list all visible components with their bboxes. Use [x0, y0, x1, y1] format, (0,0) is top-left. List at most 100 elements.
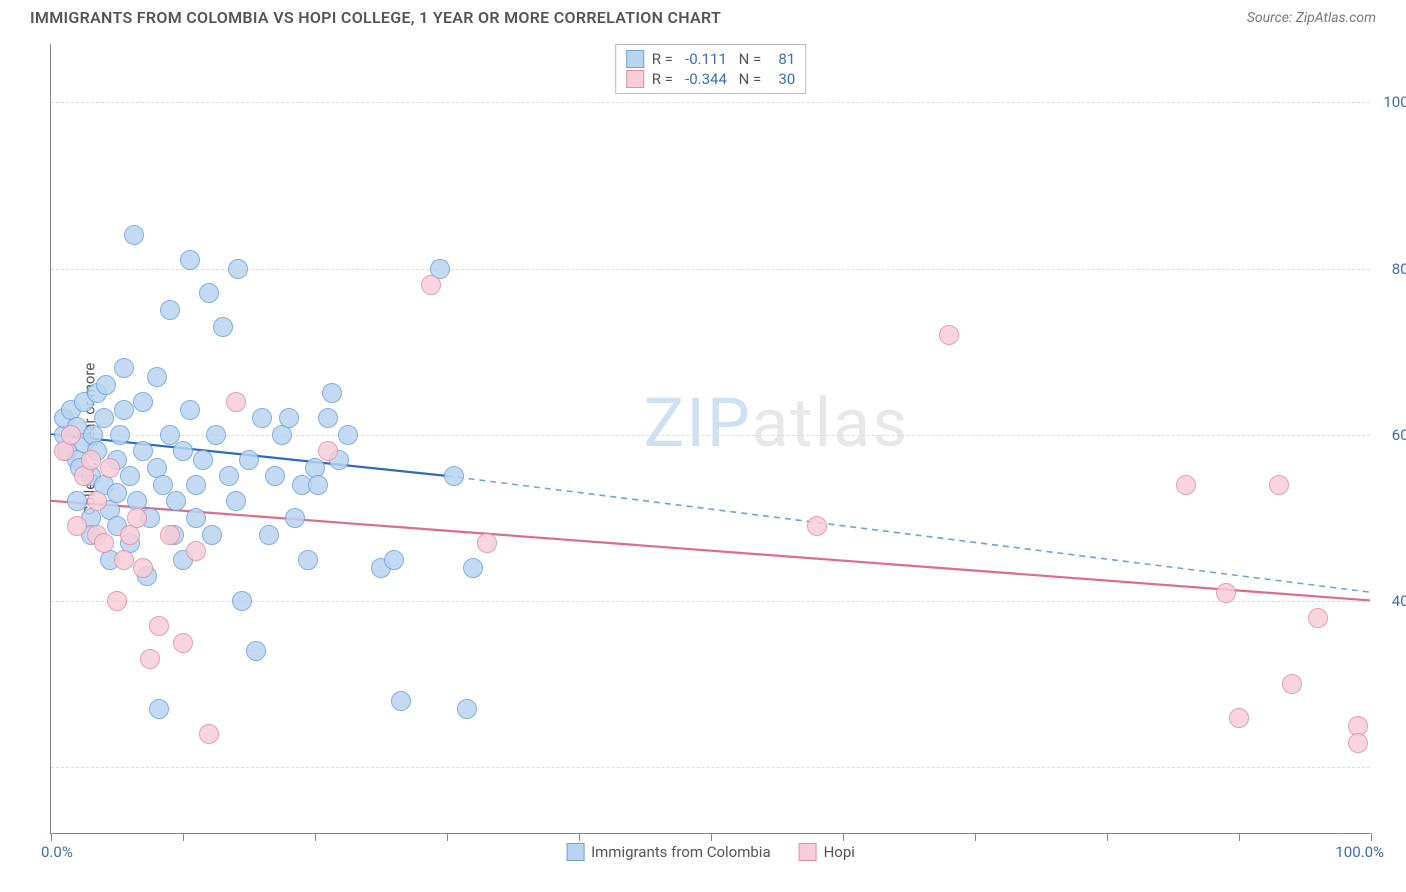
scatter-point [110, 425, 130, 445]
scatter-point [228, 259, 248, 279]
watermark: ZIPatlas [644, 383, 910, 463]
scatter-point [100, 458, 120, 478]
scatter-point [444, 466, 464, 486]
scatter-point [133, 558, 153, 578]
x-tick [51, 833, 52, 841]
legend-n-val-2: 30 [769, 70, 795, 88]
scatter-point [308, 475, 328, 495]
legend-bottom-swatch-1 [566, 843, 584, 861]
scatter-point [87, 491, 107, 511]
trendlines [51, 44, 1370, 833]
legend-r-label-1: R = [652, 50, 673, 68]
scatter-point [1216, 583, 1236, 603]
chart-source: Source: ZipAtlas.com [1247, 10, 1376, 26]
scatter-point [96, 375, 116, 395]
legend-bottom-item-2: Hopi [799, 843, 855, 861]
scatter-point [67, 491, 87, 511]
scatter-point [298, 550, 318, 570]
scatter-point [338, 425, 358, 445]
legend-top: R = -0.111 N = 81 R = -0.344 N = 30 [615, 44, 807, 94]
scatter-point [199, 724, 219, 744]
scatter-point [120, 466, 140, 486]
gridline [51, 435, 1370, 436]
scatter-point [252, 408, 272, 428]
scatter-point [114, 400, 134, 420]
scatter-point [114, 550, 134, 570]
scatter-point [246, 641, 266, 661]
scatter-point [180, 250, 200, 270]
scatter-point [160, 300, 180, 320]
scatter-point [232, 591, 252, 611]
scatter-point [206, 425, 226, 445]
scatter-point [259, 525, 279, 545]
legend-r-val-1: -0.111 [681, 50, 727, 68]
scatter-point [149, 699, 169, 719]
x-axis-label-right: 100.0% [1335, 843, 1384, 861]
scatter-point [1348, 733, 1368, 753]
x-tick [843, 833, 844, 841]
scatter-point [1176, 475, 1196, 495]
scatter-point [186, 508, 206, 528]
scatter-point [160, 425, 180, 445]
x-tick [1239, 833, 1240, 841]
x-tick [315, 833, 316, 841]
gridline [51, 102, 1370, 103]
scatter-point [94, 533, 114, 553]
x-tick [1107, 833, 1108, 841]
scatter-point [318, 408, 338, 428]
scatter-point [81, 450, 101, 470]
scatter-point [153, 475, 173, 495]
legend-swatch-1 [626, 50, 644, 68]
watermark-atlas: atlas [751, 383, 909, 463]
scatter-point [457, 699, 477, 719]
scatter-point [149, 616, 169, 636]
scatter-point [199, 283, 219, 303]
legend-bottom-swatch-2 [799, 843, 817, 861]
chart-header: IMMIGRANTS FROM COLOMBIA VS HOPI COLLEGE… [0, 0, 1406, 37]
scatter-point [265, 466, 285, 486]
x-tick [975, 833, 976, 841]
y-tick-label: 60.0% [1377, 426, 1406, 444]
scatter-point [463, 558, 483, 578]
scatter-point [186, 541, 206, 561]
scatter-point [1308, 608, 1328, 628]
scatter-point [477, 533, 497, 553]
legend-n-label-2: N = [735, 70, 761, 88]
y-tick-label: 100.0% [1377, 93, 1406, 111]
legend-bottom-label-1: Immigrants from Colombia [591, 843, 771, 861]
scatter-point [318, 441, 338, 461]
scatter-point [285, 508, 305, 528]
scatter-point [1269, 475, 1289, 495]
scatter-point [213, 317, 233, 337]
scatter-point [180, 400, 200, 420]
scatter-point [202, 525, 222, 545]
scatter-point [107, 483, 127, 503]
legend-top-row-1: R = -0.111 N = 81 [626, 49, 796, 69]
scatter-point [133, 441, 153, 461]
scatter-point [1229, 708, 1249, 728]
scatter-point [124, 225, 144, 245]
legend-r-label-2: R = [652, 70, 673, 88]
x-tick [183, 833, 184, 841]
scatter-point [193, 450, 213, 470]
y-tick-label: 80.0% [1377, 260, 1406, 278]
scatter-point [1282, 674, 1302, 694]
legend-n-val-1: 81 [769, 50, 795, 68]
scatter-point [226, 491, 246, 511]
scatter-point [239, 450, 259, 470]
gridline [51, 269, 1370, 270]
scatter-point [384, 550, 404, 570]
x-tick [447, 833, 448, 841]
legend-n-label-1: N = [735, 50, 761, 68]
scatter-point [939, 325, 959, 345]
y-tick-label: 40.0% [1377, 592, 1406, 610]
chart-container: College, 1 year or more ZIPatlas 40.0%60… [50, 44, 1370, 834]
legend-swatch-2 [626, 70, 644, 88]
scatter-point [421, 275, 441, 295]
chart-title: IMMIGRANTS FROM COLOMBIA VS HOPI COLLEGE… [30, 8, 721, 27]
scatter-point [147, 367, 167, 387]
scatter-point [133, 392, 153, 412]
scatter-point [61, 425, 81, 445]
scatter-point [166, 491, 186, 511]
watermark-zip: ZIP [644, 383, 752, 463]
